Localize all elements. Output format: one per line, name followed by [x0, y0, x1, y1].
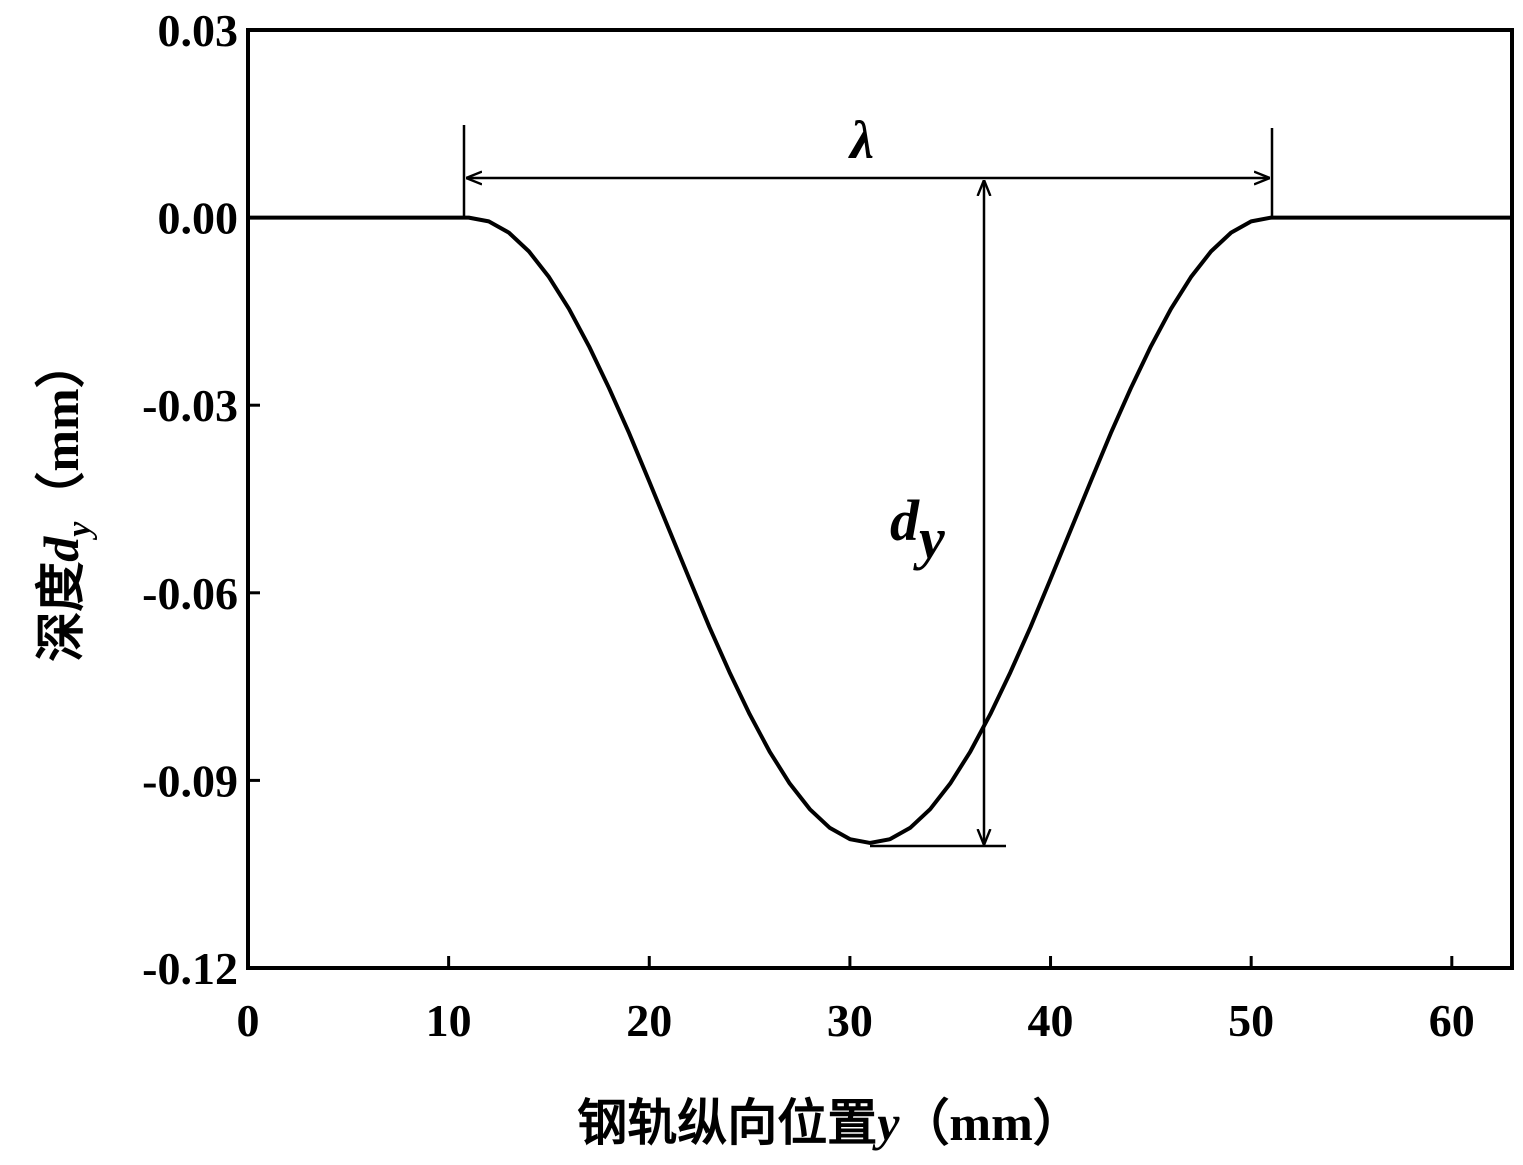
x-tick-label: 40 [1028, 995, 1074, 1046]
y-tick-label: -0.12 [142, 943, 238, 994]
x-tick-label: 30 [827, 995, 873, 1046]
wavelength-label: λ [848, 110, 874, 170]
x-tick-label: 60 [1429, 995, 1475, 1046]
y-tick-label: -0.09 [142, 755, 238, 806]
plot-frame [246, 28, 1514, 970]
y-tick-label: 0.00 [158, 193, 239, 244]
y-label-subscript: y [61, 521, 98, 541]
depth-label: dy [890, 488, 945, 571]
x-tick-label: 10 [426, 995, 472, 1046]
y-label-variable: d [33, 536, 89, 562]
x-label-variable: y [872, 1095, 900, 1151]
x-tick-label: 50 [1228, 995, 1274, 1046]
x-label-prefix: 钢轨纵向位置 [577, 1095, 877, 1151]
y-tick-label: 0.03 [158, 5, 239, 56]
y-label-unit: （mm） [33, 338, 89, 521]
x-tick-label: 20 [626, 995, 672, 1046]
x-label-unit: （mm） [899, 1095, 1082, 1151]
y-label-prefix: 深度 [33, 562, 89, 662]
depth-label-subscript: y [913, 506, 945, 571]
y-axis-label: 深度dy（mm） [33, 338, 98, 661]
data-line [248, 215, 1512, 845]
x-axis-label: 钢轨纵向位置y（mm） [577, 1095, 1083, 1151]
x-tick-label: 0 [237, 995, 260, 1046]
y-tick-label: -0.03 [142, 380, 238, 431]
y-tick-label: -0.06 [142, 568, 238, 619]
depth-label-main: d [890, 488, 920, 553]
